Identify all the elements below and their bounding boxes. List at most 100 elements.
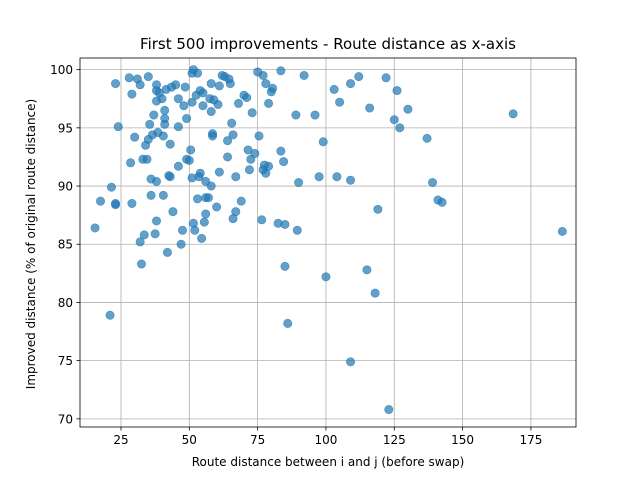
data-point <box>158 131 168 141</box>
data-point <box>162 247 172 257</box>
data-point <box>135 80 145 90</box>
x-axis-ticks: 25 50 75 100 125 150 175 <box>113 427 542 447</box>
data-point <box>149 110 159 120</box>
data-point <box>228 130 238 140</box>
data-point <box>173 161 183 171</box>
data-point <box>199 217 209 227</box>
data-point <box>177 225 187 235</box>
data-point <box>152 80 162 90</box>
data-point <box>111 79 121 89</box>
x-tick-label: 75 <box>250 433 265 447</box>
data-point <box>171 80 181 90</box>
data-point <box>403 104 413 114</box>
data-point <box>264 98 274 108</box>
y-tick-label: 90 <box>58 180 73 194</box>
data-point <box>231 207 241 217</box>
data-point <box>95 196 105 206</box>
data-point <box>227 118 237 128</box>
data-point <box>187 97 197 107</box>
data-point <box>127 199 137 209</box>
data-point <box>203 193 213 203</box>
data-point <box>321 272 331 282</box>
data-point <box>318 137 328 147</box>
y-tick-label: 85 <box>58 238 73 252</box>
data-point <box>389 115 399 125</box>
data-point <box>186 145 196 155</box>
data-point <box>283 318 293 328</box>
data-point <box>201 209 211 219</box>
data-point <box>198 88 208 98</box>
data-point <box>264 161 274 171</box>
data-point <box>231 172 241 182</box>
data-point <box>206 107 216 117</box>
y-axis-ticks: 70 75 80 85 90 95 100 <box>50 63 80 426</box>
data-point <box>257 215 267 225</box>
data-point <box>212 202 222 212</box>
data-point <box>247 108 257 118</box>
data-point <box>279 157 289 167</box>
data-point <box>206 181 216 191</box>
data-point <box>173 122 183 132</box>
data-point <box>332 172 342 182</box>
data-points <box>90 65 567 415</box>
data-point <box>165 172 175 182</box>
data-point <box>190 225 200 235</box>
data-point <box>105 310 115 320</box>
data-point <box>242 93 252 103</box>
data-point <box>106 182 116 192</box>
data-point <box>373 204 383 214</box>
data-point <box>291 110 301 120</box>
data-point <box>173 94 183 104</box>
data-point <box>208 129 218 139</box>
data-point <box>198 101 208 111</box>
data-point <box>557 226 567 236</box>
data-point <box>223 152 233 162</box>
data-point <box>294 178 304 188</box>
gridlines <box>80 58 576 427</box>
y-tick-label: 100 <box>50 63 73 77</box>
data-point <box>214 81 224 91</box>
data-point <box>280 219 290 229</box>
data-point <box>152 216 162 226</box>
data-point <box>422 133 432 143</box>
data-point <box>395 123 405 133</box>
data-point <box>193 194 203 204</box>
data-point <box>244 165 254 175</box>
data-point <box>135 237 145 247</box>
x-tick-label: 125 <box>383 433 406 447</box>
data-point <box>225 79 235 89</box>
data-point <box>310 110 320 120</box>
data-point <box>126 158 136 168</box>
y-axis-label: Improved distance (% of original route d… <box>24 99 38 389</box>
data-point <box>206 79 216 89</box>
data-point <box>130 132 140 142</box>
data-point <box>136 259 146 269</box>
data-point <box>160 119 170 129</box>
data-point <box>437 197 447 207</box>
x-tick-label: 50 <box>182 433 197 447</box>
data-point <box>143 72 153 82</box>
y-tick-label: 75 <box>58 354 73 368</box>
data-point <box>90 223 100 233</box>
data-point <box>362 265 372 275</box>
data-point <box>142 154 152 164</box>
data-point <box>179 101 189 111</box>
plot-frame <box>79 57 577 428</box>
x-tick-label: 25 <box>113 433 128 447</box>
data-point <box>250 148 260 158</box>
data-point <box>384 405 394 415</box>
data-point <box>165 139 175 149</box>
data-point <box>111 199 121 209</box>
data-point <box>113 122 123 132</box>
data-point <box>258 70 268 80</box>
data-point <box>299 70 309 80</box>
x-tick-label: 150 <box>451 433 474 447</box>
data-point <box>176 239 186 249</box>
data-point <box>214 167 224 177</box>
y-tick-label: 80 <box>58 296 73 310</box>
data-point <box>428 178 438 188</box>
data-point <box>346 79 356 89</box>
y-tick-label: 95 <box>58 121 73 135</box>
